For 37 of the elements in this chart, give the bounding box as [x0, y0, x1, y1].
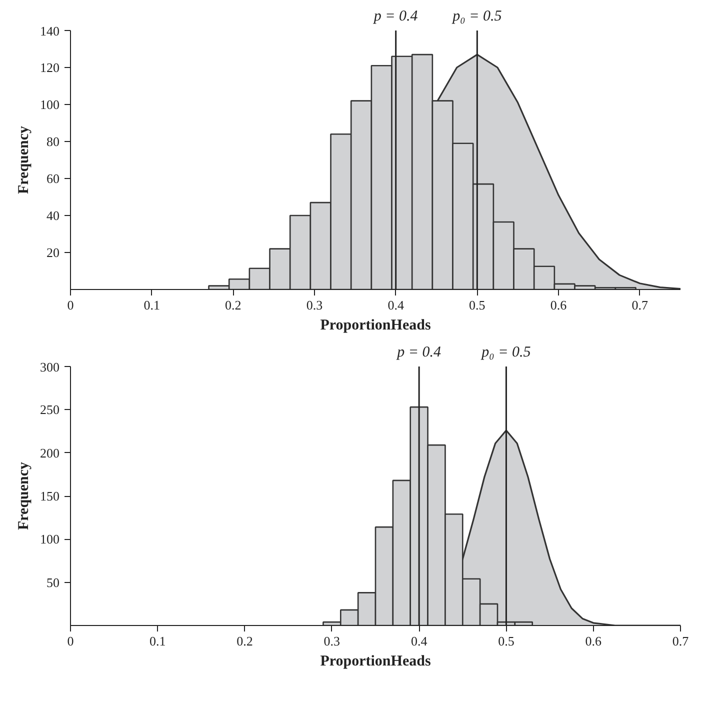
x-tick-label: 0	[67, 634, 74, 648]
y-tick-label: 150	[40, 488, 60, 504]
x-axis-title: ProportionHeads	[320, 318, 431, 334]
x-tick-label: 0.5	[469, 298, 486, 312]
ref-line-label: p = 0.4	[396, 344, 442, 360]
y-tick-label: 100	[40, 97, 60, 112]
y-tick-label: 100	[40, 532, 60, 547]
x-tick-label: 0.1	[150, 634, 166, 648]
x-tick-label: 0.3	[306, 298, 323, 312]
y-tick-label: 250	[40, 402, 60, 418]
y-tick-label: 140	[40, 24, 60, 38]
x-tick-label: 0.4	[388, 298, 404, 312]
x-axis-title: ProportionHeads	[320, 654, 431, 670]
y-tick-label: 50	[46, 574, 60, 590]
ref-line-label: p = 0.4	[372, 8, 418, 24]
x-tick-label: 0.4	[410, 634, 428, 648]
x-tick-label: 0	[67, 298, 74, 312]
x-tick-label: 0.2	[225, 298, 242, 312]
y-tick-label: 300	[40, 360, 60, 374]
y-tick-label: 200	[40, 445, 60, 460]
x-tick-label: 0.6	[585, 634, 602, 648]
y-tick-label: 120	[40, 60, 60, 75]
x-tick-label: 0.7	[632, 298, 648, 312]
x-tick-label: 0.7	[672, 634, 690, 648]
ref-line-label: p₀ = 0.5	[480, 344, 532, 360]
x-tick-label: 0.2	[236, 634, 253, 648]
y-axis-title: Frequency	[16, 461, 32, 530]
y-axis-title: Frequency	[16, 125, 32, 194]
x-tick-label: 0.6	[550, 298, 568, 312]
y-tick-label: 20	[46, 245, 60, 260]
ref-line-label: p₀ = 0.5	[452, 8, 502, 24]
x-tick-label: 0.5	[498, 634, 514, 648]
y-tick-label: 40	[46, 208, 60, 223]
x-tick-label: 0.3	[324, 634, 340, 648]
y-tick-label: 60	[46, 171, 60, 186]
y-tick-label: 80	[46, 134, 60, 149]
x-tick-label: 0.1	[144, 298, 160, 312]
